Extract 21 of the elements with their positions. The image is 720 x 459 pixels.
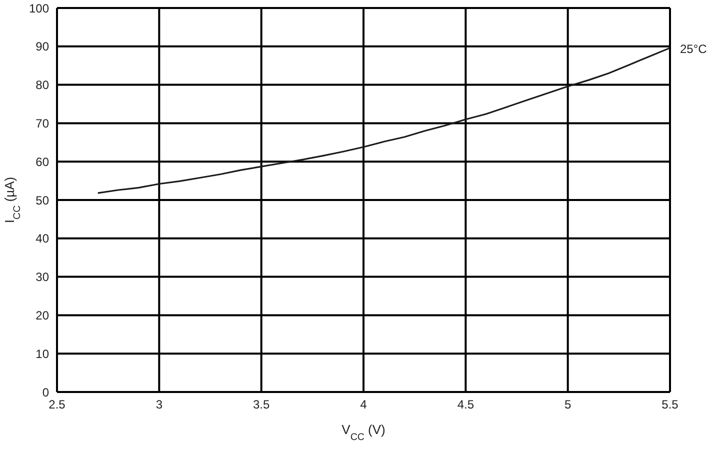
x-tick-label: 3	[156, 398, 163, 412]
x-tick-label: 5	[564, 398, 572, 412]
line-series	[97, 47, 670, 194]
y-tick-label: 0	[42, 385, 50, 400]
y-tick-label: 100	[28, 1, 50, 16]
x-tick-label: 5.5	[662, 398, 679, 412]
y-tick-label: 10	[36, 346, 50, 361]
x-tick-label: 2.5	[48, 398, 66, 412]
y-tick-label: 70	[36, 116, 50, 130]
x-tick-label: 4	[360, 398, 368, 412]
series-label: 25°C	[680, 42, 708, 56]
y-tick-label: 50	[36, 193, 50, 208]
y-tick-label: 30	[36, 270, 50, 284]
x-axis-title: V$_{CC}$ (V)	[342, 422, 386, 442]
y-tick-label: 20	[36, 308, 50, 322]
x-tick-label: 3.5	[252, 398, 270, 412]
x-tick-label: 4.5	[457, 398, 474, 412]
y-tick-label: 80	[36, 78, 50, 92]
y-tick-label: 90	[36, 40, 50, 54]
y-tick-label: 60	[36, 154, 50, 169]
y-tick-label: 40	[36, 232, 50, 246]
